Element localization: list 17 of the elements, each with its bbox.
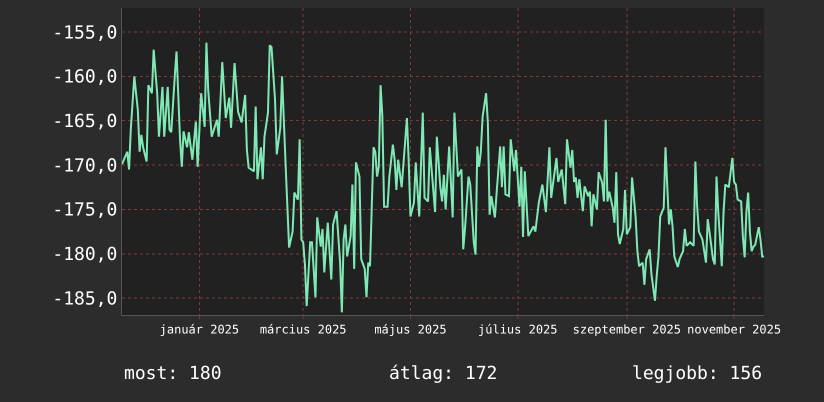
y-tick-label: -175,0 [52,200,118,221]
text: most: 180 [124,363,222,384]
line-series [122,42,764,314]
y-tick-label: -160,0 [52,66,118,88]
y-tick-label: -185,0 [52,288,118,310]
x-tick-label: május 2025 [374,322,447,336]
y-tick-label: -170,0 [52,155,118,176]
x-tick-label: július 2025 [478,322,558,336]
y-tick-label: -165,0 [52,110,118,132]
x-tick-label: január 2025 [160,322,240,336]
x-tick-label: szeptember 2025 [572,322,681,336]
text: legjobb: 156 [632,363,762,384]
text: átlag: 172 [389,363,498,384]
x-tick-label: november 2025 [687,322,782,336]
y-tick-label: -180,0 [52,244,118,266]
x-tick-label: március 2025 [260,322,347,336]
y-tick-label: -155,0 [52,22,118,44]
